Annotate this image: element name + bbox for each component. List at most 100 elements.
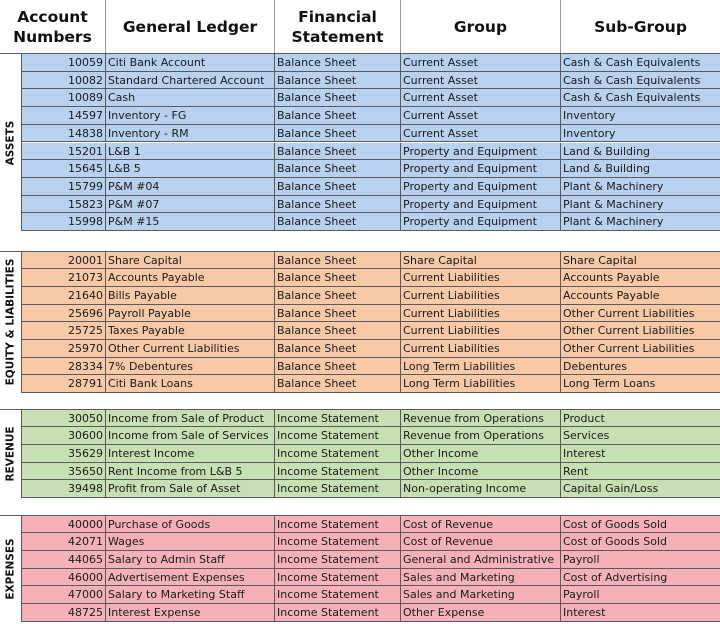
sub-group-cell: Debentures (563, 359, 628, 373)
sub-group-cell: Payroll (563, 588, 600, 602)
header-financial-statement: Financial Statement (275, 0, 401, 54)
general-ledger-cell: L&B 5 (106, 160, 275, 177)
account-number-cell: 15823 (22, 195, 106, 213)
financial-statement-cell: Balance Sheet (275, 160, 401, 177)
section-divider (0, 250, 720, 252)
general-ledger-cell: P&M #07 (106, 195, 275, 213)
financial-statement-cell: Balance Sheet (275, 107, 401, 124)
table-row: 15998 P&M #15 Balance Sheet Property and Eq… (22, 213, 720, 231)
header-sub-group: Sub-Group (561, 0, 720, 54)
group-cell: Current Asset (401, 54, 561, 71)
group-cell: Long Term Liabilities (401, 375, 561, 393)
financial-statement-cell: Balance Sheet (275, 124, 401, 142)
table-row: 25725 Taxes Payable Balance Sheet Current L… (22, 322, 720, 340)
table-row: 15645 L&B 5 Balance Sheet Property and Equi… (22, 160, 720, 178)
account-number-cell: 39498 (22, 480, 106, 497)
general-ledger-cell: P&M #15 (106, 213, 275, 230)
sub-group-cell: Rent (563, 464, 589, 478)
general-ledger-cell: 7% Debentures (106, 357, 275, 375)
account-number-cell: 21640 (22, 286, 106, 304)
account-number-cell: 44065 (22, 550, 106, 568)
account-number-cell: 10082 (22, 71, 106, 89)
sub-group-cell: Interest (563, 606, 606, 619)
general-ledger-cell: Share Capital (106, 251, 275, 269)
group-cell: Other Income (401, 444, 561, 462)
general-ledger-cell: Cash (106, 89, 275, 107)
sub-group-cell: Product (563, 411, 605, 425)
sub-group-cell: Inventory (563, 126, 616, 140)
table-row: 10089 Cash Balance Sheet Current Asset Cash … (22, 89, 720, 108)
sub-group-cell: Long Term Loans (563, 377, 656, 391)
table-row: 30600 Income from Sale of Services Income … (22, 427, 720, 445)
group-cell: Share Capital (401, 251, 561, 269)
account-number-cell: 14838 (22, 124, 106, 142)
account-number-cell: 47000 (22, 586, 106, 603)
table-row: 46000 Advertisement Expenses Income Statem… (22, 568, 720, 587)
account-number-cell: 21073 (22, 269, 106, 286)
group-cell: Current Asset (401, 71, 561, 89)
sub-group-cell: Other Current Liabilities (563, 324, 695, 338)
table-row: 14838 Inventory - RM Balance Sheet Current … (22, 124, 720, 143)
financial-statement-cell: Balance Sheet (275, 251, 401, 269)
group-cell: Long Term Liabilities (401, 357, 561, 375)
account-number-cell: 15201 (22, 142, 106, 160)
table-row: 35650 Rent Income from L&B 5 Income Statem… (22, 462, 720, 481)
general-ledger-cell: Standard Chartered Account (106, 71, 275, 89)
account-number-cell: 42071 (22, 533, 106, 550)
sub-group-cell: Plant & Machinery (563, 197, 664, 211)
general-ledger-cell: Citi Bank Account (106, 54, 275, 71)
header-general-ledger: General Ledger (106, 0, 275, 54)
group-cell: Current Liabilities (401, 269, 561, 286)
sub-group-cell: Capital Gain/Loss (563, 482, 659, 496)
account-number-cell: 15645 (22, 160, 106, 177)
financial-statement-cell: Balance Sheet (275, 54, 401, 71)
financial-statement-cell: Income Statement (275, 515, 401, 533)
financial-statement-cell: Income Statement (275, 568, 401, 586)
group-cell: Other Income (401, 462, 561, 480)
account-number-cell: 15799 (22, 177, 106, 195)
general-ledger-cell: Taxes Payable (106, 322, 275, 339)
table-row: 47000 Salary to Marketing Staff Income Sta… (22, 586, 720, 604)
account-number-cell: 20001 (22, 251, 106, 269)
financial-statement-cell: Income Statement (275, 550, 401, 568)
group-cell: Property and Equipment (401, 213, 561, 230)
general-ledger-cell: Accounts Payable (106, 269, 275, 286)
group-cell: Current Liabilities (401, 304, 561, 322)
table-row: 28791 Citi Bank Loans Balance Sheet Long Te… (22, 375, 720, 394)
financial-statement-cell: Income Statement (275, 586, 401, 603)
sub-group-cell: Other Current Liabilities (563, 306, 695, 320)
general-ledger-cell: L&B 1 (106, 142, 275, 160)
group-cell: Sales and Marketing (401, 568, 561, 586)
group-cell: Current Asset (401, 107, 561, 124)
section-label-equity-liabilities: EQUITY & LIABILITIES (0, 251, 22, 394)
financial-statement-cell: Balance Sheet (275, 375, 401, 393)
section-divider (0, 408, 720, 410)
group-cell: Current Liabilities (401, 286, 561, 304)
financial-statement-cell: Balance Sheet (275, 142, 401, 160)
table-row: 35629 Interest Income Income Statement Othe… (22, 444, 720, 463)
table-row: 15823 P&M #07 Balance Sheet Property and Eq… (22, 195, 720, 214)
general-ledger-cell: Advertisement Expenses (106, 568, 275, 586)
sub-group-cell: Share Capital (563, 253, 637, 267)
general-ledger-cell: Salary to Admin Staff (106, 550, 275, 568)
group-cell: Revenue from Operations (401, 427, 561, 444)
sub-group-cell: Cash & Cash Equivalents (563, 91, 701, 105)
general-ledger-cell: Payroll Payable (106, 304, 275, 322)
account-number-cell: 46000 (22, 568, 106, 586)
general-ledger-cell: Income from Sale of Product (106, 409, 275, 427)
account-number-cell: 15998 (22, 213, 106, 230)
group-cell: Current Asset (401, 89, 561, 107)
account-number-cell: 35650 (22, 462, 106, 480)
financial-statement-cell: Balance Sheet (275, 213, 401, 230)
account-number-cell: 48725 (22, 604, 106, 621)
group-cell: Current Liabilities (401, 340, 561, 357)
sub-group-cell: Land & Building (563, 144, 651, 158)
sub-group-cell: Services (563, 429, 610, 443)
table-row: 30050 Income from Sale of Product Income S… (22, 409, 720, 428)
sub-group-cell: Inventory (563, 109, 616, 123)
section-label-text: EQUITY & LIABILITIES (4, 258, 17, 386)
sub-group-cell: Cost of Goods Sold (563, 517, 667, 531)
sub-group-cell: Accounts Payable (563, 288, 660, 302)
sub-group-cell: Accounts Payable (563, 271, 660, 285)
account-number-cell: 35629 (22, 444, 106, 462)
